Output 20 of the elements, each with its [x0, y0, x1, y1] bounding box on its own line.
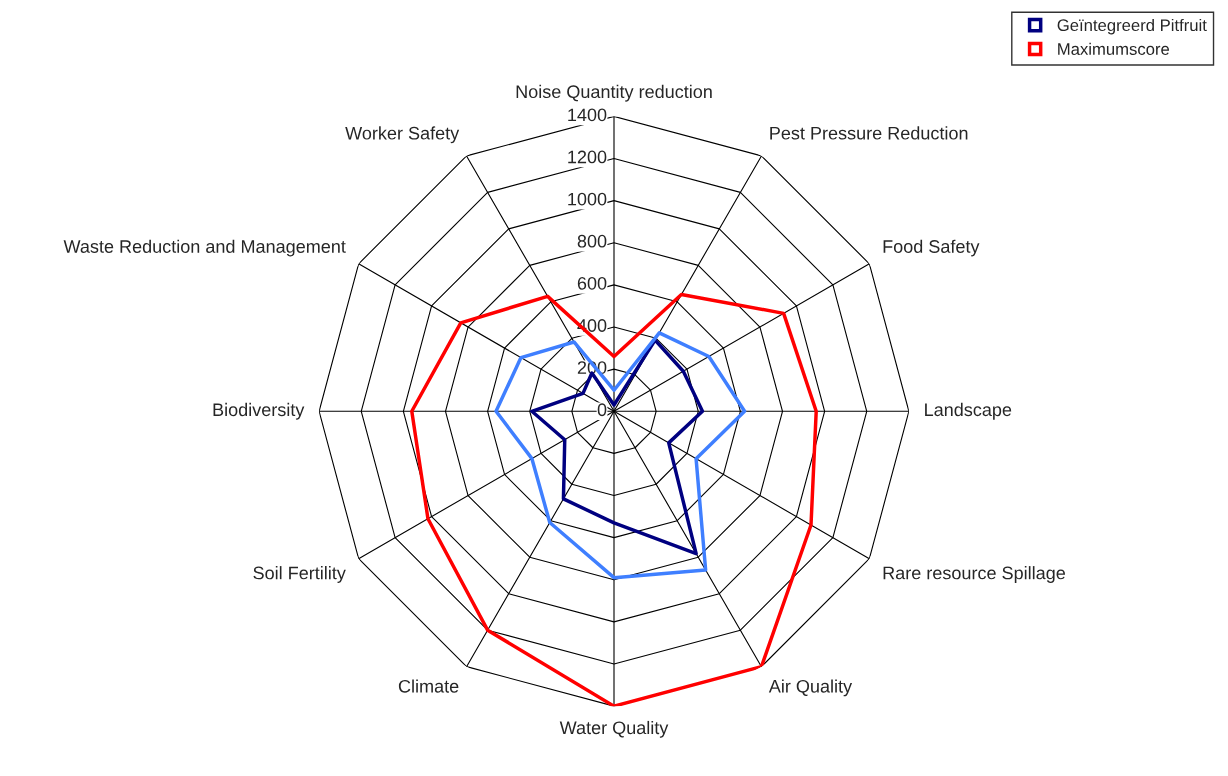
y-tick-label: 1000 [568, 192, 607, 206]
y-tick-label: 600 [577, 276, 607, 290]
spoke-label: Soil Fertility [253, 566, 346, 583]
y-tick-label: 1400 [568, 108, 607, 122]
spoke-label: Pest Pressure Reduction [770, 126, 968, 140]
spoke-label: Climate [398, 679, 459, 693]
spoke-label: Landscape [925, 402, 1012, 420]
spoke-label: Water Quality [559, 720, 669, 738]
y-tick-label: 800 [577, 234, 607, 248]
legend-label: Maximumscore [1058, 42, 1170, 55]
spoke-label: Worker Safety [345, 126, 460, 144]
spoke-label: Air Quality [768, 679, 853, 697]
spoke-label: Biodiversity [213, 402, 305, 420]
y-tick-label: 0 [597, 403, 607, 417]
y-tick-label: 1200 [568, 150, 607, 164]
legend-label: Geïntegreerd Pitfruit [1057, 18, 1207, 35]
spoke-label: Rare resource Spillage [883, 566, 1065, 583]
spoke-label: Food Safety [883, 239, 980, 257]
spoke-label: Noise Quantity reduction [516, 84, 712, 102]
spoke-label: Waste Reduction and Management [63, 239, 346, 257]
